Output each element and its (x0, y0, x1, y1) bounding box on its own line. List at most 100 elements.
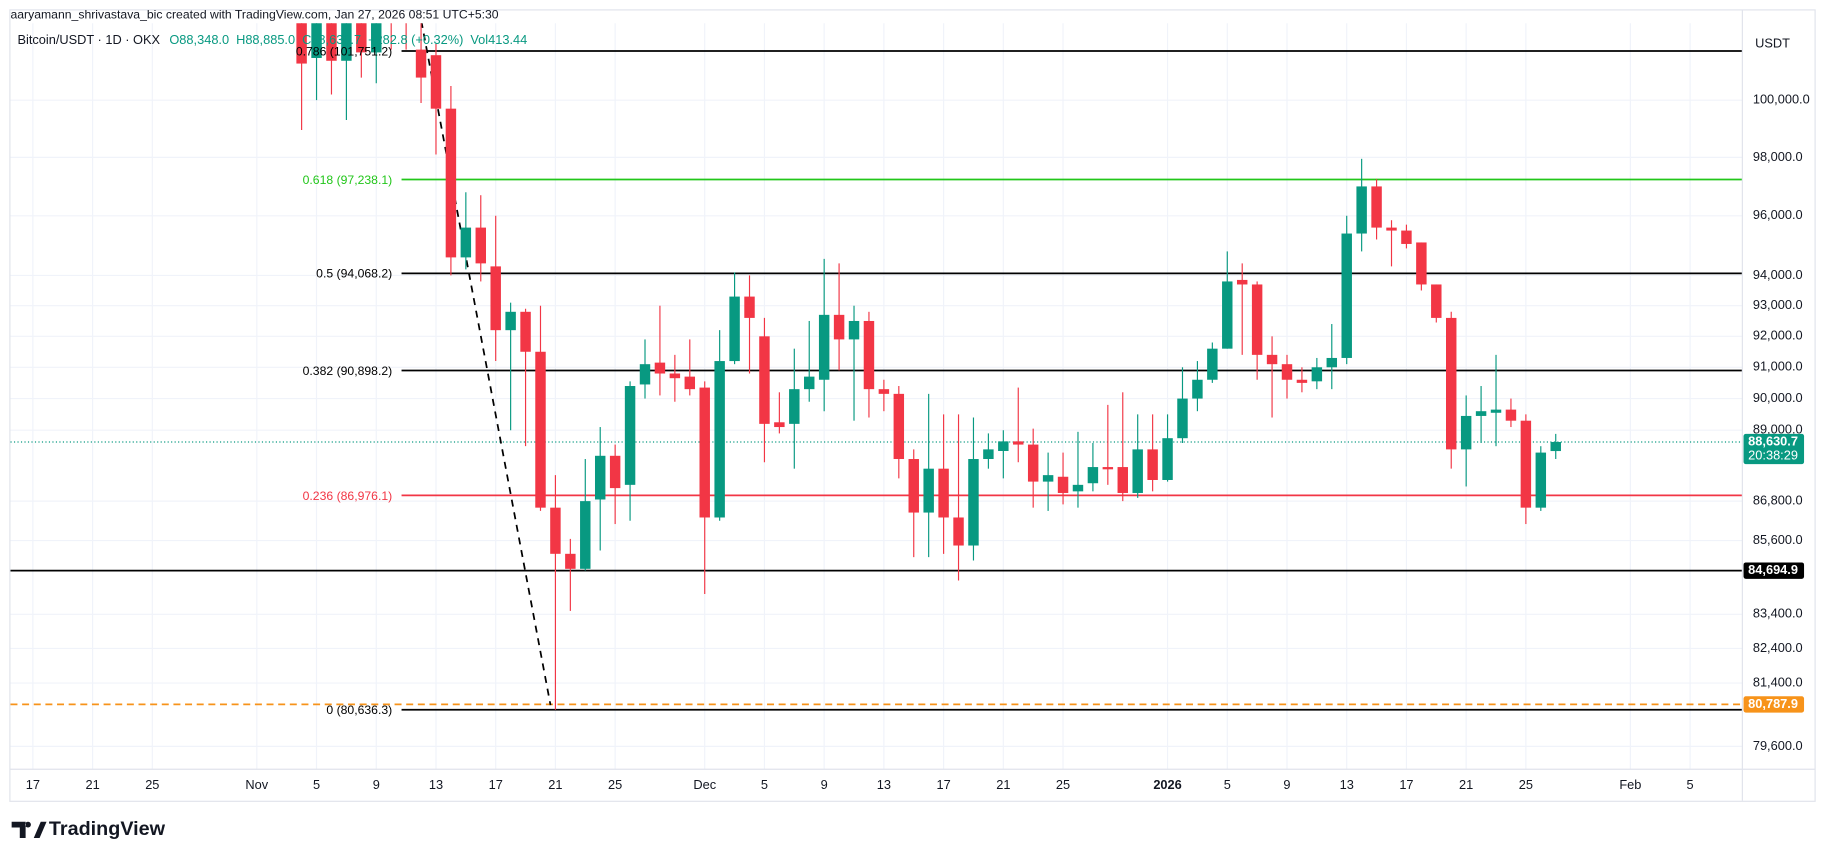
x-tick-label: 25 (145, 777, 159, 792)
candle-body (953, 517, 964, 546)
candle-body (296, 23, 307, 64)
candle-body (1520, 420, 1532, 508)
candle-body (1281, 364, 1293, 380)
x-tick-label: 25 (1056, 777, 1070, 792)
x-tick-label: 9 (821, 777, 828, 792)
candle-body (878, 389, 890, 394)
candle-body (356, 23, 367, 53)
candle-body (1341, 233, 1352, 358)
candle-body (1222, 281, 1233, 349)
candle-body (699, 387, 710, 518)
candle-body (833, 314, 845, 340)
candle-body (863, 320, 875, 390)
y-tick-label: 79,600.0 (1753, 738, 1803, 753)
price-label: 88,630.7 (1748, 433, 1798, 448)
x-tick-label: 5 (313, 777, 320, 792)
candle-body (684, 376, 696, 390)
candle-body (968, 459, 979, 546)
candle-body (326, 23, 337, 61)
candle-body (1236, 279, 1248, 285)
candle-body (729, 296, 740, 362)
candle-body (654, 362, 666, 374)
logo: TradingView (11, 818, 166, 840)
y-tick-label: 94,000.0 (1753, 267, 1803, 282)
candle-body (1102, 467, 1114, 470)
candle-body (371, 23, 382, 53)
candle-body (1311, 367, 1323, 382)
candle-body (1460, 415, 1472, 450)
ohlc-value: +282.8 (+0.32%) (368, 32, 463, 47)
candle-body (580, 501, 591, 569)
candle-body (983, 449, 994, 460)
candles (296, 23, 1561, 710)
x-tick-label: 5 (1224, 777, 1231, 792)
candle-body (1162, 438, 1173, 480)
currency: USDT (1755, 36, 1790, 51)
candle-body (415, 49, 427, 78)
candle-body (565, 553, 576, 569)
candle-body (1072, 484, 1084, 492)
symbol-legend: Bitcoin/USDT · 1D · OKX O88,348.0 H88,885.… (17, 32, 527, 47)
y-tick-label: 98,000.0 (1753, 149, 1803, 164)
y-tick-label: 93,000.0 (1753, 297, 1803, 312)
ohlc-value: O88,348.0 (169, 32, 229, 47)
x-tick-label: 21 (996, 777, 1010, 792)
ohlc-value: Vol413.44 (470, 32, 527, 47)
candle-body (1013, 441, 1024, 445)
y-tick-label: 92,000.0 (1753, 328, 1803, 343)
candle-body (1371, 186, 1382, 228)
fib-label: 0.236 (86,976.1) (303, 489, 393, 503)
candle-body (1446, 317, 1457, 450)
candle-body (1027, 444, 1039, 482)
x-tick-label: Dec (693, 777, 716, 792)
fib-label: 0.618 (97,238.1) (303, 173, 393, 187)
price-label-box (1743, 433, 1805, 465)
x-tick-label: 5 (761, 777, 768, 792)
x-tick-label: 17 (489, 777, 503, 792)
logo-text: TradingView (49, 818, 166, 840)
candle-body (639, 364, 651, 385)
x-tick-label: 2026 (1153, 777, 1181, 792)
price-label-box (1743, 696, 1805, 713)
candle-body (535, 351, 546, 508)
y-tick-label: 82,400.0 (1753, 640, 1803, 655)
candle-body (624, 386, 636, 485)
countdown: 20:38:29 (1748, 447, 1798, 462)
fib-label: 0.382 (90,898.2) (303, 364, 393, 378)
candle-body (1386, 227, 1397, 231)
y-tick-label: 81,400.0 (1753, 674, 1803, 689)
candle-body (714, 361, 725, 518)
candle-body (774, 422, 785, 428)
candle-body (818, 314, 830, 380)
ohlc-value: H88,885.0 (236, 32, 295, 47)
price-label: 80,787.9 (1748, 696, 1798, 711)
y-tick-label: 85,600.0 (1753, 532, 1803, 547)
fib-label: 0.786 (101,751.2) (296, 44, 392, 58)
candle-body (1132, 449, 1143, 493)
candle-body (1057, 476, 1069, 493)
candle-body (609, 455, 621, 489)
y-tick-label: 90,000.0 (1753, 390, 1803, 405)
candle-body (938, 468, 949, 518)
levels (10, 50, 1743, 711)
y-tick-label: 89,000.0 (1753, 422, 1803, 437)
x-tick-label: 21 (1459, 777, 1473, 792)
candle-body (594, 455, 606, 500)
candle-body (505, 311, 516, 331)
candle-body (908, 459, 919, 513)
candle-body (341, 23, 352, 61)
x-tick-label: 25 (1519, 777, 1533, 792)
candle-body (1416, 242, 1427, 285)
candle-body (804, 376, 815, 390)
x-tick-label: 21 (85, 777, 99, 792)
candle-body (311, 23, 322, 58)
candle-body (1550, 442, 1561, 452)
fib-label: 0.5 (94,068.2) (316, 267, 392, 281)
y-tick-label: 96,000.0 (1753, 207, 1803, 222)
x-tick-label: 17 (26, 777, 40, 792)
currency-box (1744, 32, 1810, 56)
candle-body (1207, 348, 1218, 380)
logo-mark (11, 821, 47, 839)
fib-label: 0 (80,636.3) (326, 703, 392, 717)
price-label: 84,694.9 (1748, 562, 1798, 577)
